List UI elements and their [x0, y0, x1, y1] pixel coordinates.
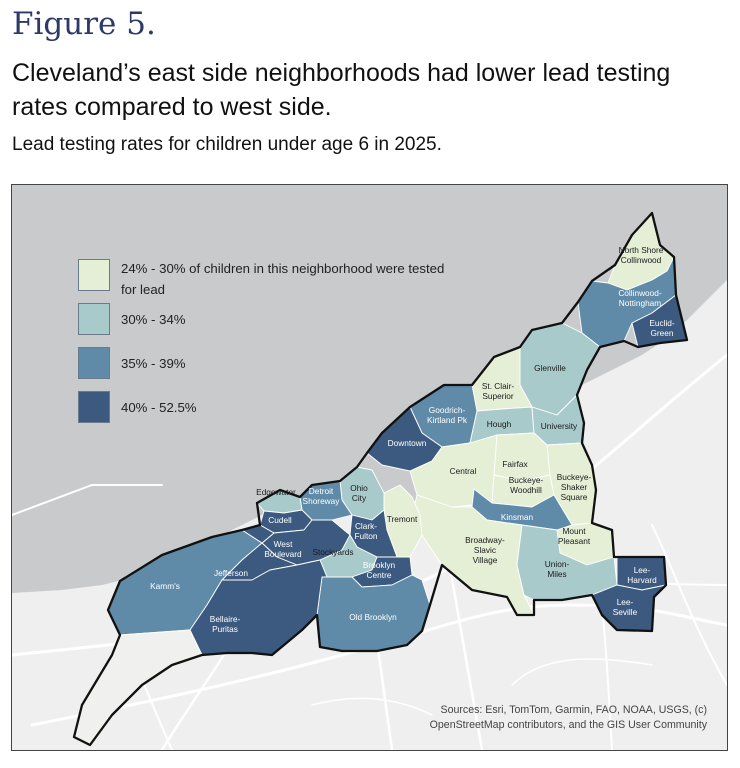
legend-swatch [78, 347, 110, 379]
legend-label: 30% - 34% [121, 312, 186, 327]
neighborhood-label-buckeye-shaker: Buckeye-Shaker Square [557, 472, 592, 502]
attribution-line: OpenStreetMap contributors, and the GIS … [429, 719, 707, 731]
neighborhood-label-brooklyn-centre: Brooklyn Centre [363, 560, 396, 580]
neighborhood-label-collinwood-nottingham: Collinwood-Nottingham [618, 288, 662, 308]
neighborhood-label-broadway-slavic: Broadway-Slavic Village [465, 535, 505, 565]
neighborhood-label-goodrich: Goodrich-Kirtland Pk [427, 405, 468, 425]
lake-erie [12, 185, 727, 593]
city-boundary [72, 211, 689, 747]
neighborhood-label-tremont: Tremont [387, 514, 418, 524]
neighborhood-label-stockyards: Stockyards [312, 547, 353, 557]
neighborhood-label-lee-harvard: Lee-Harvard [627, 565, 657, 585]
region-fairfax[interactable] [493, 432, 551, 482]
legend-label: 24% - 30% of children in this neighborho… [121, 261, 445, 297]
neighborhood-label-kamms: Kamm's [150, 581, 180, 591]
neighborhood-label-cudell: Cudell [268, 515, 292, 525]
neighborhood-label-central: Central [450, 466, 477, 476]
neighborhood-label-st-clair: St. Clair-Superior [482, 381, 515, 401]
neighborhood-label-west-boulevard: West Boulevard [264, 539, 302, 559]
neighborhood-label-detroit-shoreway: Detroit Shoreway [303, 486, 341, 506]
legend-swatch [78, 259, 110, 291]
legend-label: 35% - 39% [121, 356, 186, 371]
neighborhood-polygons [73, 212, 688, 746]
figure-label: Figure 5. [12, 6, 156, 42]
neighborhood-label-old-brooklyn: Old Brooklyn [349, 612, 397, 622]
neighborhood-label-union-miles: Union-Miles [545, 559, 570, 579]
choropleth-map[interactable]: North Shore Collinwood Collinwood-Nottingh… [12, 185, 727, 750]
neighborhood-label-fairfax: Fairfax [502, 459, 528, 469]
map-frame[interactable]: North Shore Collinwood Collinwood-Nottingh… [11, 184, 728, 751]
neighborhood-label-kinsman: Kinsman [501, 512, 534, 522]
legend-label: 40% - 52.5% [121, 400, 197, 415]
neighborhood-label-glenville: Glenville [534, 363, 566, 373]
neighborhood-label-bellaire-puritas: Bellaire-Puritas [210, 614, 241, 634]
neighborhood-label-downtown: Downtown [388, 438, 427, 448]
legend-swatch [78, 303, 110, 335]
legend-swatch [78, 391, 110, 423]
attribution-line: Sources: Esri, TomTom, Garmin, FAO, NOAA… [440, 704, 707, 716]
neighborhood-label-hough: Hough [487, 419, 512, 429]
neighborhood-labels: North Shore Collinwood Collinwood-Nottingh… [150, 245, 675, 634]
neighborhood-label-mount-pleasant: Mount Pleasant [558, 526, 591, 546]
subhead: Lead testing rates for children under ag… [12, 134, 442, 155]
map-attribution: Sources: Esri, TomTom, Garmin, FAO, NOAA… [430, 703, 707, 733]
neighborhood-label-euclid-green: Euclid-Green [649, 318, 675, 338]
neighborhood-label-ohio-city: Ohio City [350, 483, 368, 503]
headline: Cleveland’s east side neighborhoods had … [12, 59, 671, 121]
neighborhood-label-lee-seville: Lee-Seville [613, 597, 638, 617]
neighborhood-label-buckeye-woodhill: Buckeye-Woodhill [509, 475, 544, 495]
neighborhood-label-edgewater: Edgewater [256, 487, 296, 497]
neighborhood-label-clark-fulton: Clark-Fulton [354, 521, 377, 541]
neighborhood-label-jefferson: Jefferson [214, 568, 248, 578]
neighborhood-label-north-shore: North Shore Collinwood [619, 245, 664, 265]
neighborhood-label-university: University [541, 421, 578, 431]
